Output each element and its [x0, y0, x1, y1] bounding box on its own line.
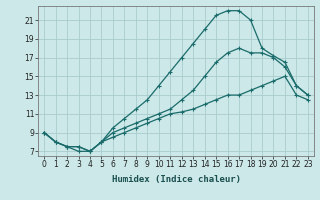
X-axis label: Humidex (Indice chaleur): Humidex (Indice chaleur) — [111, 175, 241, 184]
